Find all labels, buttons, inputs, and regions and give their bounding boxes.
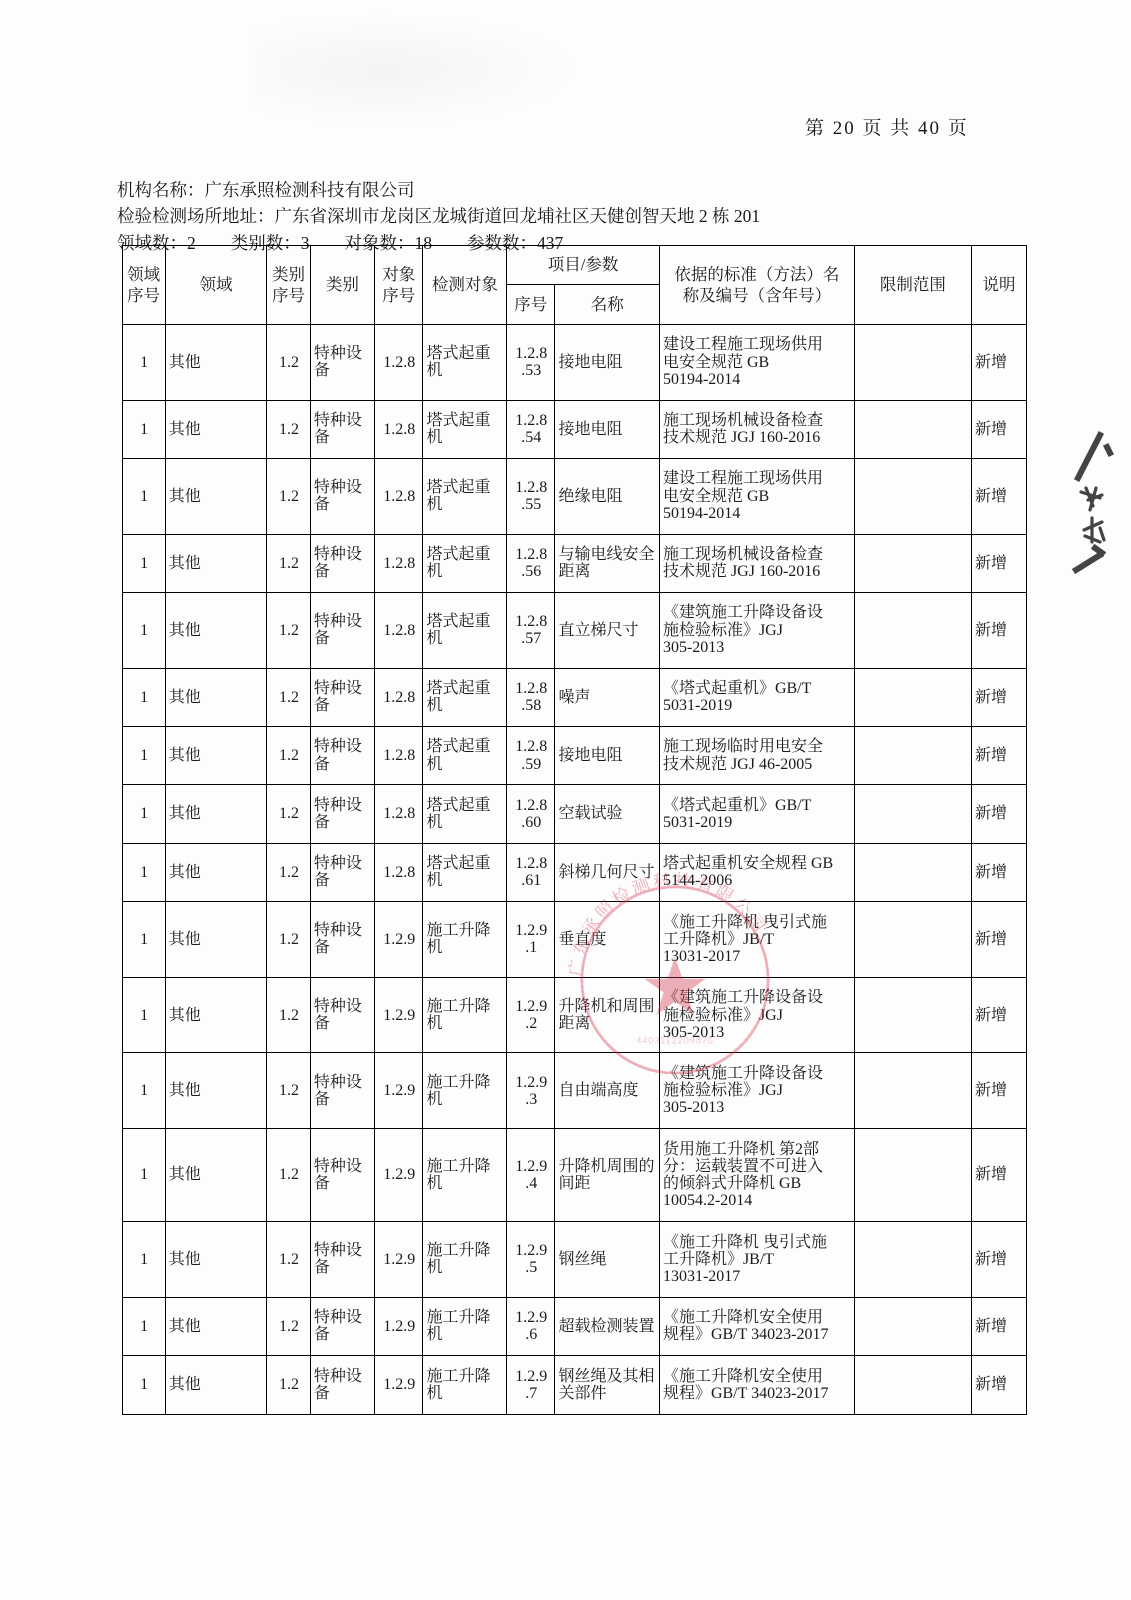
svg-text:广东承照检测科技有限公司: 广东承照检测科技有限公司 — [563, 867, 774, 978]
svg-text:4403112209876: 4403112209876 — [636, 1036, 714, 1046]
